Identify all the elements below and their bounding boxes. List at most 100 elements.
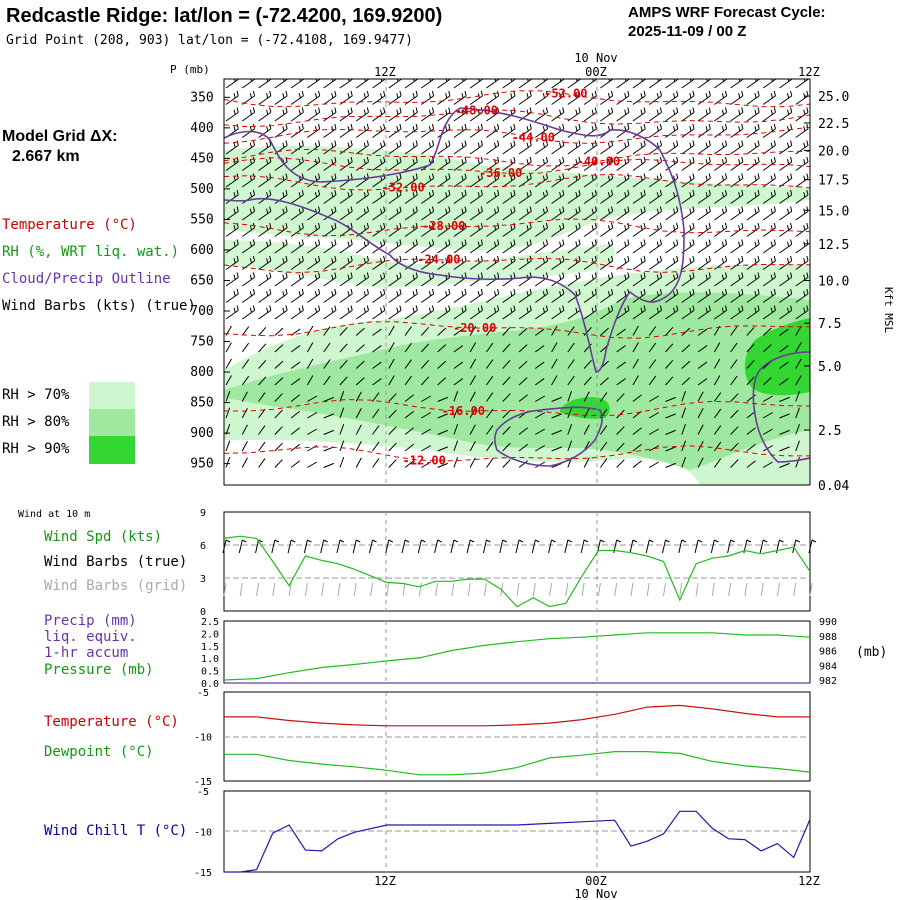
wind-barb: [225, 272, 239, 287]
wind-barb: [616, 206, 630, 221]
wind-barb: [274, 305, 288, 320]
wind-barb: [388, 342, 395, 353]
wind-barb: [779, 446, 790, 452]
wind-barb: [746, 140, 760, 155]
wind-barb: [323, 396, 335, 402]
wind-barb: [665, 173, 679, 188]
rh-shading: [224, 145, 810, 485]
pressure-axes: 2.52.0 1.51.0 0.50.0 990 988 986 984 982: [201, 617, 837, 690]
pressure-tick-label: 984: [819, 661, 837, 672]
wind-barb: [388, 222, 402, 237]
wind-barb: [762, 173, 776, 188]
wind-panel-frame: [223, 511, 811, 612]
wind-barb: [600, 327, 609, 336]
wind-barb: [665, 107, 679, 122]
wind-barb: [665, 413, 676, 419]
wind-barb: [795, 173, 809, 188]
wind-barb: [616, 361, 626, 369]
wind-barb: [567, 423, 573, 435]
wind-10m-label: Wind at 10 m: [18, 509, 91, 520]
wind-barb: [258, 90, 272, 105]
wind-barb: [225, 390, 231, 402]
wind-barb: [388, 442, 397, 452]
wind-barb: [812, 425, 817, 435]
wind-barb: [534, 206, 549, 221]
wind-barb: [453, 222, 467, 237]
wind-barb: [697, 189, 711, 204]
wind-barb: [355, 239, 369, 254]
wind-barb: [290, 345, 301, 353]
model-grid-value: 2.667 km: [12, 148, 80, 165]
wind-barb-10m: [710, 539, 719, 597]
wind-barb: [648, 140, 662, 155]
wind-barb: [339, 189, 353, 204]
wind-barb: [746, 206, 760, 221]
wind-barb: [648, 189, 662, 204]
wind-barb: [632, 375, 639, 386]
wind-barb: [714, 288, 728, 303]
wind-barb: [486, 206, 500, 221]
wind-barb: [323, 239, 337, 254]
precip-tick-label: 1.5: [201, 642, 219, 653]
wind-barb: [404, 342, 412, 353]
wind-barb: [486, 239, 500, 254]
wind-barb: [274, 255, 288, 270]
wind-barb: [323, 272, 337, 287]
wind-barb: [600, 272, 614, 287]
wind-barb: [388, 107, 402, 122]
wind-barb: [697, 140, 711, 155]
wind-barb: [616, 305, 630, 320]
pressure-tick-label: 982: [819, 676, 837, 687]
wind-barb: [274, 327, 284, 336]
wind-barb: [812, 289, 824, 302]
wind-barb: [779, 222, 793, 237]
wind-barb: [388, 459, 397, 468]
wind-barb: [583, 107, 597, 122]
wind-barb: [453, 123, 467, 138]
wind-barb: [355, 140, 369, 155]
wind-barb: [730, 272, 744, 287]
kft-tick-label: 17.5: [818, 174, 849, 189]
legend-dewpoint: Dewpoint (°C): [44, 744, 154, 760]
windchill-line: [224, 810, 811, 873]
temperature-line: [224, 704, 810, 727]
wind-barb: [779, 361, 789, 369]
wind-barb: [779, 288, 793, 303]
forecast-cycle-label: AMPS WRF Forecast Cycle:: [628, 4, 826, 21]
wind-barb: [730, 140, 744, 155]
wind-barb-10m: [629, 539, 638, 597]
wind-barb: [290, 443, 301, 452]
precip-tick-label: 0.0: [201, 679, 219, 690]
wind-barb: [795, 107, 809, 122]
wind-barb-10m: [499, 539, 507, 597]
wind-barb: [665, 343, 674, 353]
wind-barb: [518, 344, 528, 353]
wind-barb: [762, 428, 773, 435]
wind-barb: [225, 255, 239, 270]
wind-barb: [746, 394, 756, 402]
wind-barb-10m: [401, 539, 410, 597]
wind-barb: [616, 272, 630, 287]
wind-barb: [681, 344, 691, 353]
pressure-panel-frame: [223, 620, 811, 684]
wind-barb: [421, 461, 432, 468]
wind-barb: [795, 375, 802, 386]
wind-barb: [697, 457, 704, 468]
wind-barb: [339, 359, 348, 369]
legend-precip-accum: 1-hr accum: [44, 645, 129, 661]
wind-barb: [453, 305, 467, 320]
wind-barb: [632, 394, 642, 402]
wind-barb: [274, 393, 283, 402]
wind-barb: [290, 460, 301, 468]
wind-barb: [453, 189, 467, 204]
wind-barb: [779, 206, 793, 221]
wind-barb: [241, 359, 250, 369]
wind-barb: [583, 359, 592, 369]
wind-barb: [714, 79, 728, 89]
wind-barb: [437, 344, 447, 353]
wind-barb: [534, 222, 549, 237]
windchill-axis: -5 -10 -15: [194, 787, 212, 879]
wind-barb: [421, 173, 435, 188]
temperature-contour-label: -32.00: [381, 181, 424, 195]
wind-barb: [714, 189, 728, 204]
